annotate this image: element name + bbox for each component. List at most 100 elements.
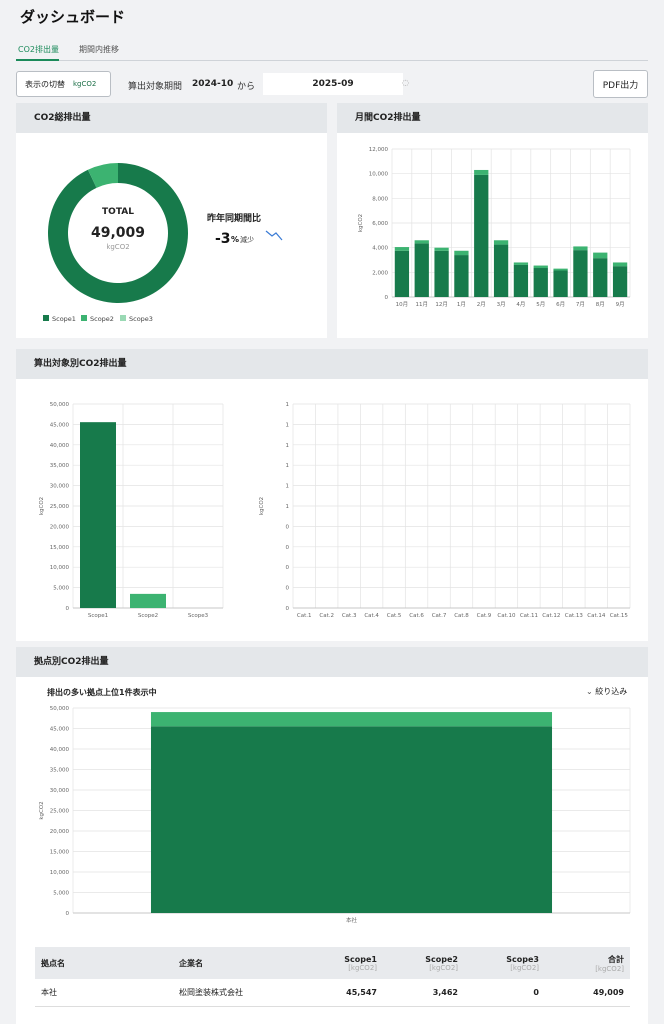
period-to-input[interactable]: 2025-09 [263, 73, 403, 95]
y-tick-label: 4,000 [372, 246, 388, 252]
y-tick-label: 20,000 [50, 524, 70, 530]
y-tick-label: 0 [286, 606, 290, 612]
bar-scope2 [533, 265, 548, 269]
y-tick-label: 45,000 [50, 422, 70, 428]
period-separator: から [237, 82, 256, 92]
col-company: 企業名 [173, 947, 303, 979]
bar-scope2 [434, 247, 449, 251]
monthly-emissions-title: 月間CO2排出量 [337, 103, 648, 133]
display-toggle-label: 表示の切替 [25, 79, 65, 89]
x-tick-label: Cat.2 [319, 613, 334, 619]
y-tick-label: 0 [385, 295, 389, 301]
y-tick-label: 40,000 [50, 443, 70, 449]
col-scope3-label: Scope3 [506, 954, 539, 964]
y-tick-label: 1 [286, 484, 290, 490]
y-tick-label: 1 [286, 463, 290, 469]
total-unit: kgCO2 [106, 243, 129, 251]
col-total: 合計 [kgCO2] [545, 947, 630, 979]
y-tick-label: 8,000 [372, 196, 388, 202]
x-tick-label: 7月 [576, 301, 585, 308]
col-unit: [kgCO2] [348, 963, 377, 972]
yoy-value: -3 [215, 231, 231, 247]
y-tick-label: 30,000 [50, 484, 70, 490]
filter-button[interactable]: ⌄ 絞り込み [586, 686, 627, 697]
x-tick-label: 10月 [396, 301, 409, 308]
bar-scope1 [414, 243, 429, 297]
bar-scope1 [394, 250, 410, 297]
x-tick-label: Cat.12 [542, 613, 560, 619]
bar-scope1 [513, 264, 529, 297]
bar-scope2 [593, 252, 608, 259]
x-tick-label: Cat.3 [342, 613, 357, 619]
tab-co2-emissions[interactable]: CO2排出量 [18, 45, 59, 54]
y-tick-label: 0 [286, 545, 290, 551]
y-tick-label: 15,000 [50, 850, 70, 856]
site-subtitle: 排出の多い拠点上位1件表示中 [47, 688, 157, 697]
x-tick-label: 11月 [416, 301, 429, 308]
cell-company: 松岡塗装株式会社 [173, 979, 303, 1007]
bar-scope2 [553, 268, 568, 271]
cell-site: 本社 [35, 979, 173, 1007]
calendar-icon[interactable]: ◌ [402, 78, 409, 87]
col-scope1: Scope1 [kgCO2] [303, 947, 383, 979]
bar-scope1 [150, 726, 553, 913]
x-tick-label: 9月 [616, 301, 625, 308]
x-tick-label: Cat.9 [477, 613, 492, 619]
bar-scope2 [493, 240, 509, 245]
y-tick-label: 6,000 [372, 221, 388, 227]
y-axis-label: kgCO2 [259, 497, 265, 515]
x-tick-label: Cat.8 [454, 613, 469, 619]
y-tick-label: 0 [66, 911, 70, 917]
legend-label-scope2: Scope2 [90, 315, 114, 323]
bar [80, 422, 116, 608]
x-tick-label: 3月 [497, 301, 506, 308]
tab-period-trend[interactable]: 期間内推移 [79, 45, 119, 54]
period-from-input[interactable]: 2024-10 [192, 79, 234, 89]
bar-scope1 [573, 250, 588, 297]
category-emissions-title: 算出対象別CO2排出量 [16, 349, 648, 379]
cell-scope3: 0 [464, 979, 545, 1007]
trend-down-icon [265, 230, 283, 241]
site-table: 拠点名 企業名 Scope1 [kgCO2] Scope2 [kgCO2] Scop… [35, 947, 630, 1007]
table-row[interactable]: 本社 松岡塗装株式会社 45,547 3,462 0 49,009 [35, 979, 630, 1007]
category-bar-chart: 0 0 0 0 0 1 1 1 1 1 1 kgCO2 Cat.1 Cat.2 Cat.3 Cat.4 Cat.… [259, 402, 631, 619]
cell-total: 49,009 [545, 979, 630, 1007]
bar-scope2 [414, 240, 429, 244]
col-scope2: Scope2 [kgCO2] [383, 947, 464, 979]
legend-swatch-scope1 [43, 315, 49, 321]
period-label: 算出対象期間 [128, 82, 183, 92]
col-unit: [kgCO2] [595, 964, 624, 973]
x-tick-label: 2月 [477, 301, 486, 308]
y-tick-label: 1 [286, 422, 290, 428]
table-header-row: 拠点名 企業名 Scope1 [kgCO2] Scope2 [kgCO2] Scop… [35, 947, 630, 979]
y-tick-label: 25,000 [50, 504, 70, 510]
x-tick-label: Cat.13 [565, 613, 584, 619]
col-unit: [kgCO2] [510, 963, 539, 972]
bar-scope1 [493, 244, 509, 297]
legend-swatch-scope3 [120, 315, 126, 321]
bar-scope2 [394, 247, 410, 251]
x-tick-label: Cat.14 [587, 613, 606, 619]
y-tick-label: 50,000 [50, 706, 70, 712]
chevron-down-icon: ⌄ [586, 687, 593, 696]
y-tick-label: 0 [66, 606, 70, 612]
col-scope2-label: Scope2 [425, 954, 458, 964]
bar-scope1 [474, 174, 489, 297]
y-tick-label: 25,000 [50, 809, 70, 815]
y-tick-label: 0 [286, 565, 290, 571]
cell-scope2: 3,462 [383, 979, 464, 1007]
x-tick-label: Cat.10 [497, 613, 516, 619]
y-tick-label: 50,000 [50, 402, 70, 408]
x-tick-label: Cat.1 [297, 613, 312, 619]
x-tick-label: Scope1 [88, 613, 108, 619]
bar-scope1 [533, 268, 548, 297]
x-tick-label: 6月 [556, 301, 565, 308]
display-toggle-button[interactable]: 表示の切替 kgCO2 [16, 71, 111, 97]
x-tick-label: Cat.6 [409, 613, 424, 619]
x-tick-label: 1月 [457, 301, 466, 308]
pdf-export-button[interactable]: PDF出力 [593, 70, 648, 98]
x-tick-label: Cat.4 [364, 613, 379, 619]
total-emissions-title: CO2総排出量 [16, 103, 327, 133]
col-scope3: Scope3 [kgCO2] [464, 947, 545, 979]
x-tick-label: Scope2 [138, 613, 158, 619]
